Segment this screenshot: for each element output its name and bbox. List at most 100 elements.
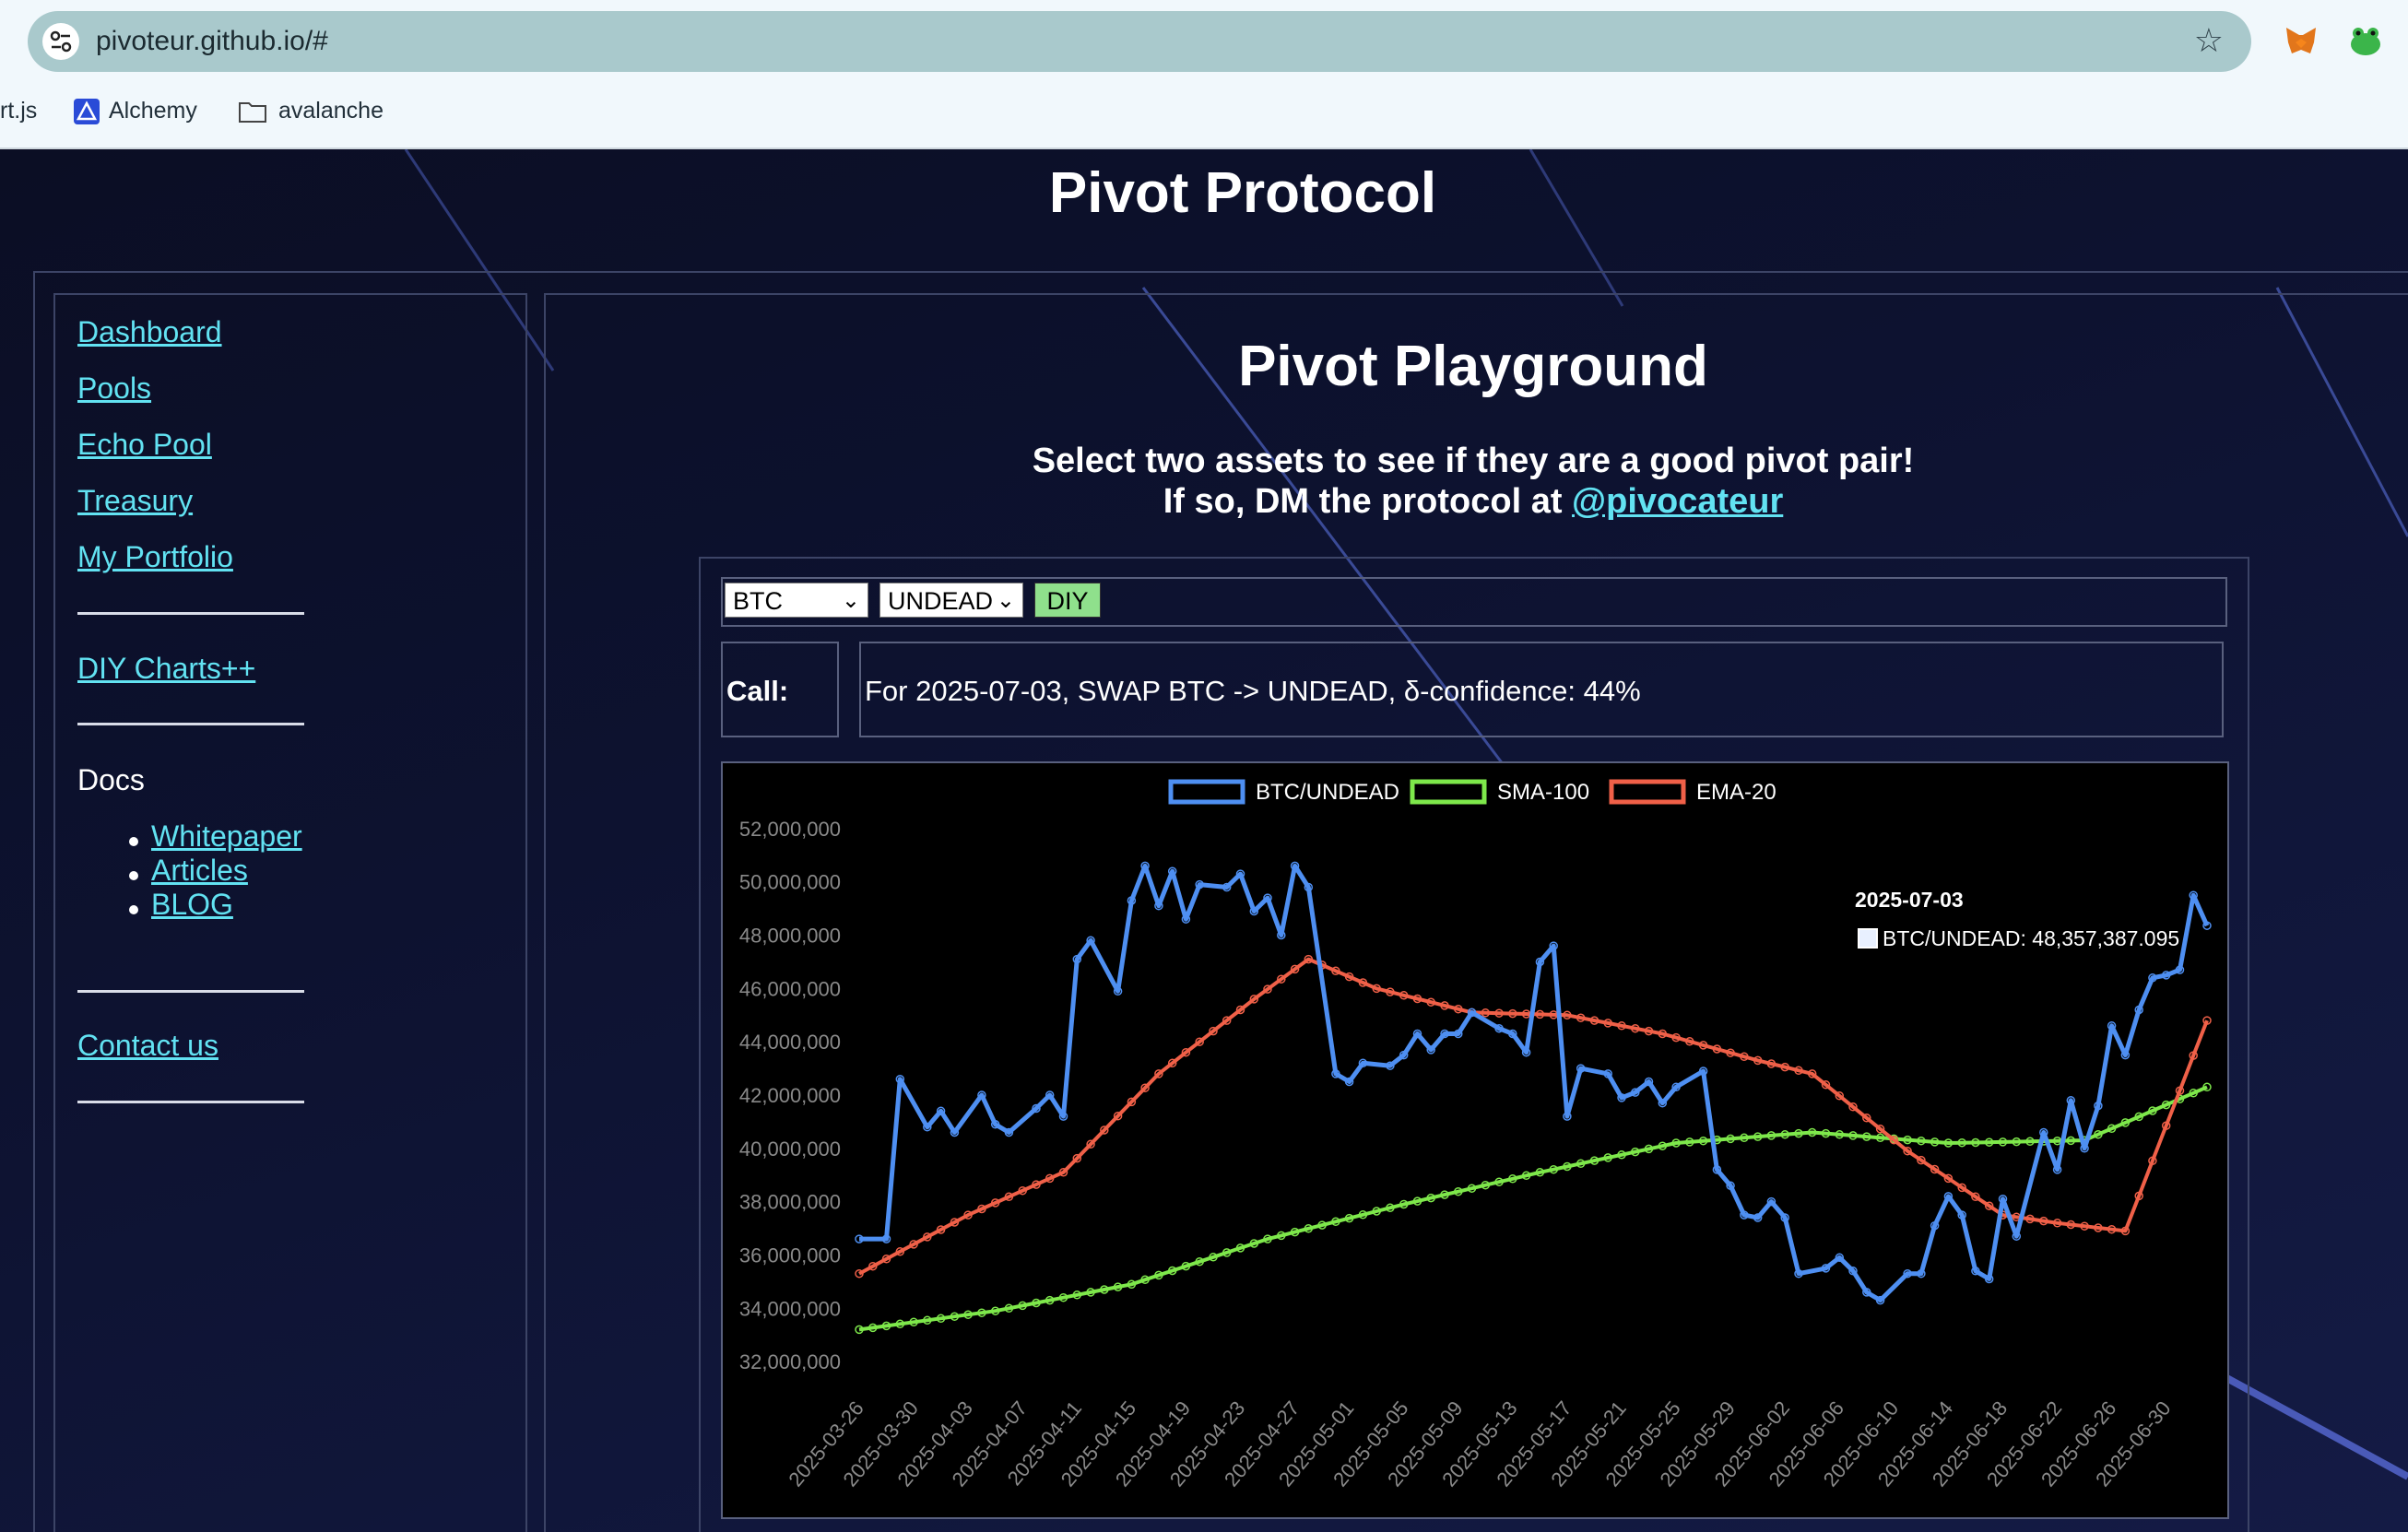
bookmark-avalanche-folder[interactable]: avalanche xyxy=(238,96,384,125)
site-settings-icon[interactable] xyxy=(42,23,79,60)
data-point xyxy=(909,1240,918,1249)
data-point xyxy=(1521,1047,1531,1057)
data-point xyxy=(1821,1128,1831,1138)
twitter-handle-link[interactable]: @pivocateur xyxy=(1572,482,1784,521)
data-point xyxy=(1766,1059,1776,1068)
bookmark-avalanche-label: avalanche xyxy=(278,98,384,124)
docs-blog-link[interactable]: BLOG xyxy=(151,888,233,921)
data-point xyxy=(1835,1091,1845,1101)
list-bullet xyxy=(129,905,138,914)
bookmark-alchemy[interactable]: Alchemy xyxy=(74,96,197,125)
metamask-fox-icon[interactable] xyxy=(2283,22,2319,59)
nav-dashboard[interactable]: Dashboard xyxy=(77,315,222,348)
data-point xyxy=(1563,1161,1572,1172)
data-point xyxy=(2094,1129,2103,1139)
data-point xyxy=(895,1247,905,1256)
y-tick-label: 50,000,000 xyxy=(739,871,841,894)
nav-pools[interactable]: Pools xyxy=(77,371,152,405)
data-point xyxy=(977,1090,986,1100)
nav-my-portfolio[interactable]: My Portfolio xyxy=(77,540,233,573)
data-point xyxy=(1794,1128,1803,1138)
nav-treasury[interactable]: Treasury xyxy=(77,484,194,517)
data-point xyxy=(1807,1127,1817,1137)
data-point xyxy=(1671,1032,1681,1043)
folder-icon xyxy=(239,102,266,124)
data-point xyxy=(1549,1164,1558,1174)
price-chart[interactable]: 52,000,000 50,000,000 48,000,000 46,000,000… xyxy=(723,763,2227,1517)
asset2-value: UNDEAD xyxy=(888,587,994,615)
browser-chrome: pivoteur.github.io/# ☆ rt.js Alchemy ava… xyxy=(0,0,2408,149)
data-point xyxy=(1848,1102,1858,1112)
data-point xyxy=(990,1120,1000,1129)
data-point xyxy=(1753,1213,1763,1222)
y-tick-label: 42,000,000 xyxy=(739,1084,841,1107)
data-point xyxy=(2107,1124,2117,1134)
data-point xyxy=(1943,1192,1954,1201)
bookmark-chartjs[interactable]: rt.js xyxy=(0,98,38,124)
data-point xyxy=(1631,1088,1640,1097)
data-point xyxy=(2120,1050,2131,1060)
asset2-select[interactable]: UNDEAD ⌄ xyxy=(879,583,1023,618)
data-point xyxy=(950,1127,960,1137)
data-point xyxy=(1753,1055,1763,1066)
nav-contact-us[interactable]: Contact us xyxy=(77,1029,218,1062)
docs-articles-link[interactable]: Articles xyxy=(151,854,248,887)
data-point xyxy=(1331,1069,1340,1078)
data-point xyxy=(923,1122,932,1132)
sidebar-divider xyxy=(77,723,304,725)
y-tick-label: 52,000,000 xyxy=(739,818,841,841)
nav-diy-charts[interactable]: DIY Charts++ xyxy=(77,652,256,685)
data-point xyxy=(1481,1008,1491,1018)
data-point xyxy=(1235,869,1245,878)
chart-container[interactable]: 52,000,000 50,000,000 48,000,000 46,000,000… xyxy=(721,761,2229,1519)
data-point xyxy=(1644,1026,1654,1036)
legend-swatch xyxy=(1168,779,1245,805)
data-point xyxy=(1113,986,1123,996)
data-point xyxy=(2175,1086,2185,1095)
url-text[interactable]: pivoteur.github.io/# xyxy=(96,26,328,56)
data-point xyxy=(1617,1021,1626,1031)
data-point xyxy=(1698,1136,1708,1146)
data-point xyxy=(1154,1069,1163,1078)
data-point xyxy=(1140,861,1150,871)
data-point xyxy=(1917,1155,1926,1165)
asset1-select[interactable]: BTC ⌄ xyxy=(725,583,868,618)
data-point xyxy=(1386,987,1395,996)
data-point xyxy=(1440,1190,1449,1199)
frog-extension-icon[interactable] xyxy=(2347,22,2384,59)
data-point xyxy=(1971,1267,1980,1276)
data-point xyxy=(2148,1106,2157,1115)
y-tick-label: 34,000,000 xyxy=(739,1297,841,1320)
diy-button[interactable]: DIY xyxy=(1034,583,1101,618)
data-point xyxy=(1167,1058,1177,1068)
data-point xyxy=(1290,1227,1300,1237)
data-point xyxy=(1209,1253,1218,1262)
data-point xyxy=(2120,1118,2131,1127)
tooltip-swatch xyxy=(1858,928,1878,949)
data-point xyxy=(1957,1183,1966,1193)
data-point xyxy=(1508,1174,1517,1184)
data-point xyxy=(923,1232,932,1242)
site-title: Pivot Protocol xyxy=(1048,161,1437,225)
data-point xyxy=(1086,936,1095,946)
y-tick-label: 44,000,000 xyxy=(739,1031,841,1054)
data-point xyxy=(1263,893,1272,902)
data-point xyxy=(1740,1052,1749,1062)
asset1-value: BTC xyxy=(733,587,783,615)
data-point xyxy=(2052,1219,2062,1228)
series-line-btc-undead xyxy=(859,863,2210,1303)
sidebar-divider xyxy=(77,1101,304,1103)
nav-echo-pool[interactable]: Echo Pool xyxy=(77,428,212,461)
data-point xyxy=(1127,1279,1137,1290)
docs-whitepaper-link[interactable]: Whitepaper xyxy=(151,819,302,853)
data-point xyxy=(1794,1268,1803,1279)
data-point xyxy=(1603,1069,1612,1078)
list-bullet xyxy=(129,871,138,880)
address-bar[interactable]: pivoteur.github.io/# ☆ xyxy=(28,11,2251,72)
data-point xyxy=(1603,1019,1612,1028)
data-point xyxy=(2134,1112,2143,1122)
data-point xyxy=(1127,896,1137,905)
data-point xyxy=(1998,1194,2008,1204)
bookmark-star-icon[interactable]: ☆ xyxy=(2193,21,2224,59)
data-point xyxy=(1658,1141,1668,1150)
